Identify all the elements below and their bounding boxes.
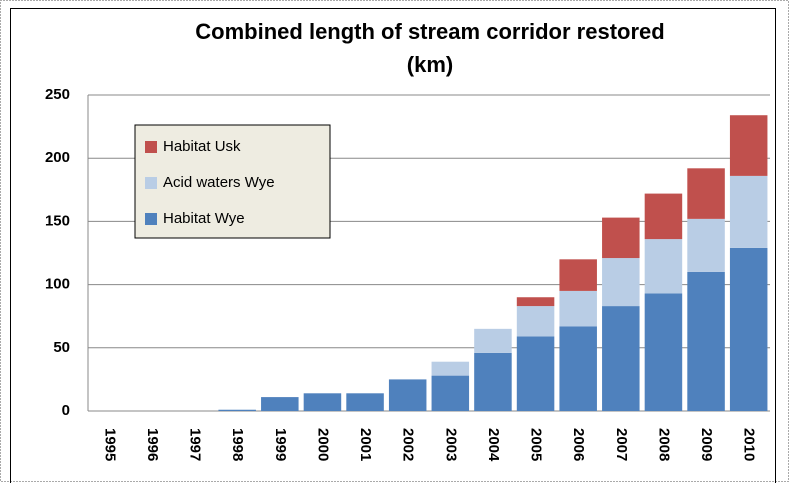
chart-title: Combined length of stream corridor resto… (195, 19, 664, 44)
bar-segment (687, 168, 725, 219)
bar-segment (559, 290, 597, 327)
x-tick-label: 1996 (144, 428, 161, 461)
bar-segment (388, 379, 427, 411)
y-tick-label: 100 (45, 276, 70, 293)
x-tick-label: 1997 (187, 428, 204, 461)
legend-swatch (145, 177, 157, 189)
bar-segment (516, 297, 555, 307)
bar-segment (431, 361, 470, 376)
x-tick-label: 2009 (698, 428, 715, 461)
bar-segment (729, 247, 768, 411)
x-tick-label: 2002 (400, 428, 417, 461)
bar-segment (261, 397, 299, 411)
x-tick-label: 2007 (613, 428, 630, 461)
x-tick-label: 2010 (741, 428, 758, 461)
bar-segment (687, 271, 725, 411)
legend-box (134, 124, 331, 239)
y-tick-label: 0 (62, 402, 70, 419)
legend-label: Acid waters Wye (163, 174, 275, 191)
x-tick-label: 2006 (570, 428, 587, 461)
y-tick-label: 50 (53, 339, 70, 356)
x-tick-label: 2005 (528, 428, 545, 461)
bar-segment (729, 175, 768, 248)
legend-swatch (145, 213, 157, 225)
bar-segment (559, 326, 597, 411)
bar-segment (687, 218, 725, 272)
bar-segment (559, 259, 597, 291)
x-tick-label: 2008 (655, 428, 672, 461)
bar-segment (602, 258, 640, 307)
x-tick-label: 2000 (314, 428, 331, 461)
bar-segment (474, 328, 512, 353)
x-tick-label: 1995 (101, 428, 118, 461)
x-tick-label: 2003 (442, 428, 459, 461)
y-tick-label: 150 (45, 212, 70, 229)
chart-title: (km) (407, 52, 453, 77)
bar-segment (431, 375, 470, 411)
bar-segment (729, 115, 768, 176)
bar-segment (644, 293, 683, 411)
legend-label: Habitat Usk (163, 138, 241, 155)
bar-segment (602, 306, 640, 411)
bar-segment (644, 239, 683, 294)
bar-segment (218, 409, 256, 411)
legend-swatch (145, 141, 157, 153)
bar-segment (303, 393, 342, 411)
x-tick-label: 2004 (485, 428, 502, 462)
bar-segment (516, 306, 555, 337)
y-tick-label: 200 (45, 149, 70, 166)
legend-label: Habitat Wye (163, 210, 245, 227)
bar-segment (346, 393, 384, 411)
bar-segment (516, 336, 555, 411)
x-tick-label: 1999 (272, 428, 289, 461)
bar-segment (644, 193, 683, 240)
bar-segment (474, 352, 512, 411)
x-tick-label: 1998 (229, 428, 246, 461)
y-tick-label: 250 (45, 86, 70, 103)
x-tick-label: 2001 (357, 428, 374, 461)
bar-segment (602, 217, 640, 259)
